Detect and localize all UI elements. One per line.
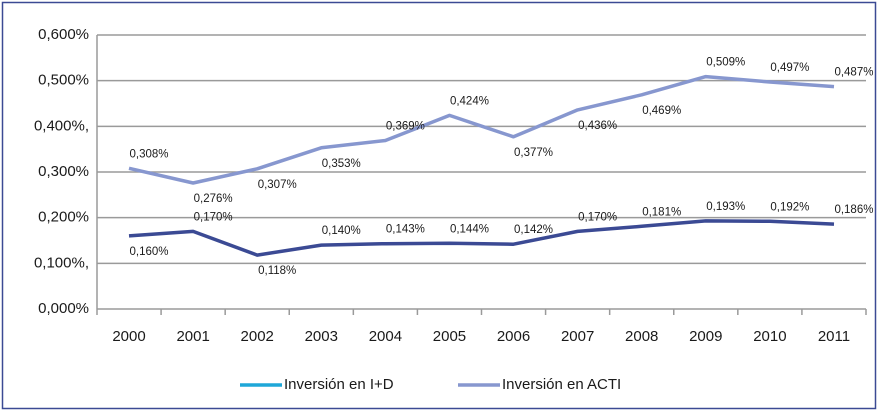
data-label: 0,170% [194,211,233,223]
data-label: 0,369% [386,121,425,133]
y-tick-label: 0,000% [38,300,89,317]
x-tick-label: 2011 [818,328,850,345]
data-label: 0,144% [450,223,489,235]
data-label: 0,186% [834,204,873,216]
legend-label: Inversión en I+D [284,376,394,393]
data-label: 0,143% [386,224,425,236]
data-label: 0,181% [642,206,681,218]
y-tick-label: 0,600% [38,26,89,43]
x-tick-label: 2006 [497,328,530,345]
y-tick-label: 0,300% [38,163,89,180]
y-tick-label: 0,100%, [34,254,89,271]
data-label: 0,436% [578,120,617,132]
series-line [128,74,835,185]
y-tick-label: 0,500% [38,72,89,89]
y-tick-label: 0,200% [38,209,89,226]
data-label: 0,160% [130,246,169,258]
data-label: 0,307% [258,179,297,191]
x-tick-label: 2002 [241,328,274,345]
series-line [128,219,835,257]
y-tick-label: 0,400%, [34,117,89,134]
data-label: 0,140% [322,225,361,237]
x-tick-label: 2003 [305,328,338,345]
data-label: 0,353% [322,158,361,170]
data-label: 0,308% [130,148,169,160]
x-tick-label: 2000 [112,328,145,345]
data-label: 0,424% [450,95,489,107]
data-label: 0,487% [834,67,873,79]
x-tick-label: 2009 [689,328,722,345]
data-label: 0,118% [258,265,296,277]
data-label: 0,276% [194,193,233,205]
legend-label: Inversión en ACTI [502,376,621,393]
x-tick-label: 2010 [753,328,786,345]
x-tick-label: 2008 [625,328,658,345]
x-tick-label: 2004 [369,328,402,345]
x-tick-label: 2001 [176,328,209,345]
data-label: 0,193% [706,201,745,213]
x-tick-label: 2007 [561,328,594,345]
data-label: 0,509% [706,57,745,69]
x-tick-label: 2005 [433,328,466,345]
data-label: 0,192% [770,201,809,213]
data-label: 0,497% [770,62,809,74]
data-label: 0,377% [514,147,553,159]
data-label: 0,170% [578,211,617,223]
data-label: 0,142% [514,224,553,236]
data-label: 0,469% [642,105,681,117]
